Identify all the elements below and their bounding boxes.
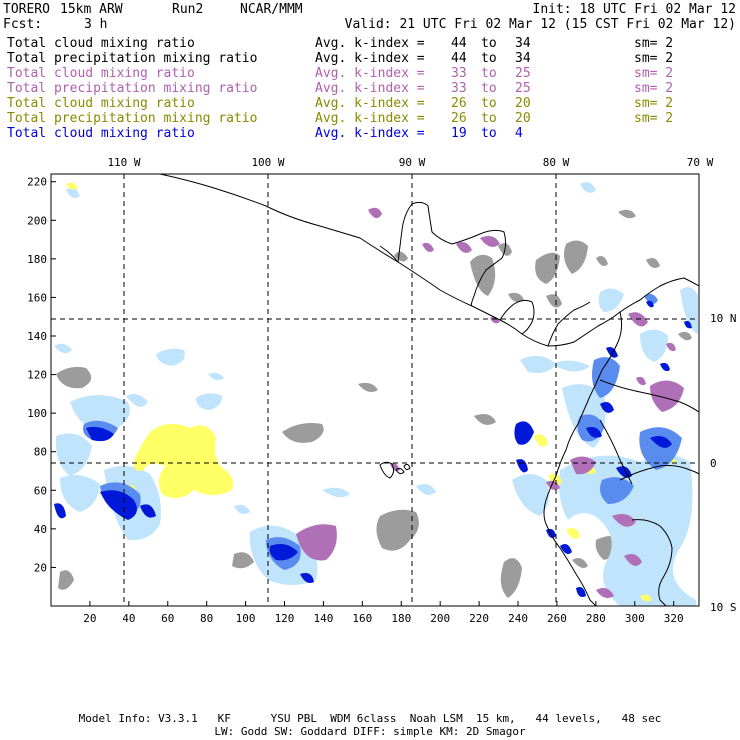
model-name: TORERO <box>3 2 50 17</box>
lat-label-eq: 0 <box>710 457 717 470</box>
y-tick-label: 220 <box>27 176 47 189</box>
x-tick-label: 280 <box>586 612 606 625</box>
legend-kindex-to-word: to <box>481 96 497 111</box>
lat-lon-grid <box>51 174 699 606</box>
org-label: NCAR/MMM <box>240 2 303 17</box>
y-tick-label: 60 <box>34 484 47 497</box>
legend-field-name: Total cloud mixing ratio <box>7 66 195 81</box>
x-tick-label: 20 <box>83 612 96 625</box>
x-tick-label: 180 <box>391 612 411 625</box>
legend-field-name: Total cloud mixing ratio <box>7 96 195 111</box>
fcst-value: 3 h <box>84 17 108 32</box>
y-tick-label: 120 <box>27 369 47 382</box>
legend-smoothing: sm= 2 <box>634 96 674 111</box>
legend-kindex-from: 44 <box>451 51 467 66</box>
y-tick-label: 20 <box>34 561 47 574</box>
dark-blue-shading <box>54 300 692 597</box>
legend-smoothing: sm= 2 <box>634 111 674 126</box>
x-axis-labels: 20 40 60 80 100 120 140 160 180 200 220 240 260 280 30… <box>83 612 683 625</box>
y-tick-label: 160 <box>27 291 47 304</box>
legend-kindex-label: Avg. k-index = <box>315 111 425 126</box>
x-tick-label: 240 <box>508 612 528 625</box>
model-resolution: 15km ARW <box>60 2 123 17</box>
legend-kindex-to: 25 <box>515 66 531 81</box>
x-tick-label: 60 <box>161 612 174 625</box>
lon-label-100w: 100 W <box>251 156 284 169</box>
legend-kindex-to-word: to <box>481 51 497 66</box>
lon-label-110w: 110 W <box>107 156 140 169</box>
legend-kindex-to: 34 <box>515 36 531 51</box>
legend-kindex-from: 19 <box>451 126 467 141</box>
legend-smoothing: sm= 2 <box>634 66 674 81</box>
legend-kindex-to: 25 <box>515 81 531 96</box>
y-tick-label: 200 <box>27 214 47 227</box>
legend-field-name: Total cloud mixing ratio <box>7 126 195 141</box>
legend-kindex-from: 26 <box>451 96 467 111</box>
model-info-line1: Model Info: V3.3.1 KF YSU PBL WDM 6class… <box>78 712 662 725</box>
lat-label-10n: 10 N <box>710 312 737 325</box>
model-info-line2: LW: Godd SW: Goddard DIFF: simple KM: 2D… <box>214 725 526 738</box>
legend-kindex-from: 33 <box>451 66 467 81</box>
run-label: Run2 <box>172 2 204 17</box>
y-tick-label: 80 <box>34 446 47 459</box>
legend-kindex-to-word: to <box>481 66 497 81</box>
x-tick-label: 120 <box>275 612 295 625</box>
legend-kindex-label: Avg. k-index = <box>315 66 425 81</box>
legend-kindex-to-word: to <box>481 111 497 126</box>
purple-shading <box>296 207 684 598</box>
x-tick-label: 100 <box>236 612 256 625</box>
legend-smoothing: sm= 2 <box>634 36 674 51</box>
lon-label-70w: 70 W <box>687 156 714 169</box>
x-tick-label: 40 <box>122 612 135 625</box>
x-tick-label: 300 <box>625 612 645 625</box>
legend-kindex-to-word: to <box>481 126 497 141</box>
x-axis-ticks <box>89 601 675 606</box>
legend-kindex-label: Avg. k-index = <box>315 51 425 66</box>
legend-field-name: Total cloud mixing ratio <box>7 36 195 51</box>
field-layers <box>51 174 699 606</box>
legend-kindex-to-word: to <box>481 81 497 96</box>
x-tick-label: 320 <box>664 612 684 625</box>
x-tick-label: 260 <box>547 612 567 625</box>
y-tick-label: 100 <box>27 407 47 420</box>
legend-kindex-label: Avg. k-index = <box>315 96 425 111</box>
x-tick-label: 80 <box>200 612 213 625</box>
x-tick-label: 220 <box>469 612 489 625</box>
legend-field-name: Total precipitation mixing ratio <box>7 111 258 126</box>
plot-frame <box>50 173 700 607</box>
fcst-label: Fcst: <box>3 17 43 32</box>
lon-label-90w: 90 W <box>399 156 426 169</box>
legend-smoothing: sm= 2 <box>634 51 674 66</box>
legend-field-name: Total precipitation mixing ratio <box>7 81 258 96</box>
coastlines <box>159 174 699 606</box>
legend-kindex-to: 4 <box>515 126 523 141</box>
legend-kindex-label: Avg. k-index = <box>315 36 425 51</box>
y-tick-label: 40 <box>34 523 47 536</box>
lat-label-10s: 10 S <box>710 601 737 614</box>
legend-kindex-from: 33 <box>451 81 467 96</box>
legend-kindex-to: 20 <box>515 96 531 111</box>
legend-kindex-label: Avg. k-index = <box>315 81 425 96</box>
y-tick-label: 180 <box>27 253 47 266</box>
yellow-shading <box>66 182 676 602</box>
legend-kindex-to: 34 <box>515 51 531 66</box>
init-time: Init: 18 UTC Fri 02 Mar 12 <box>532 2 737 17</box>
legend-kindex-label: Avg. k-index = <box>315 126 425 141</box>
y-tick-label: 140 <box>27 330 47 343</box>
legend-kindex-from: 26 <box>451 111 467 126</box>
lon-label-80w: 80 W <box>543 156 570 169</box>
x-tick-label: 200 <box>430 612 450 625</box>
y-axis-ticks <box>51 181 56 568</box>
legend-kindex-from: 44 <box>451 36 467 51</box>
x-tick-label: 140 <box>313 612 333 625</box>
y-axis-labels: 20 40 60 80 100 120 140 160 180 200 220 <box>27 176 47 575</box>
legend-kindex-to-word: to <box>481 36 497 51</box>
legend-kindex-to: 20 <box>515 111 531 126</box>
legend-field-name: Total precipitation mixing ratio <box>7 51 258 66</box>
legend-smoothing: sm= 2 <box>634 81 674 96</box>
valid-time: Valid: 21 UTC Fri 02 Mar 12 (15 CST Fri … <box>344 17 736 32</box>
x-tick-label: 160 <box>352 612 372 625</box>
